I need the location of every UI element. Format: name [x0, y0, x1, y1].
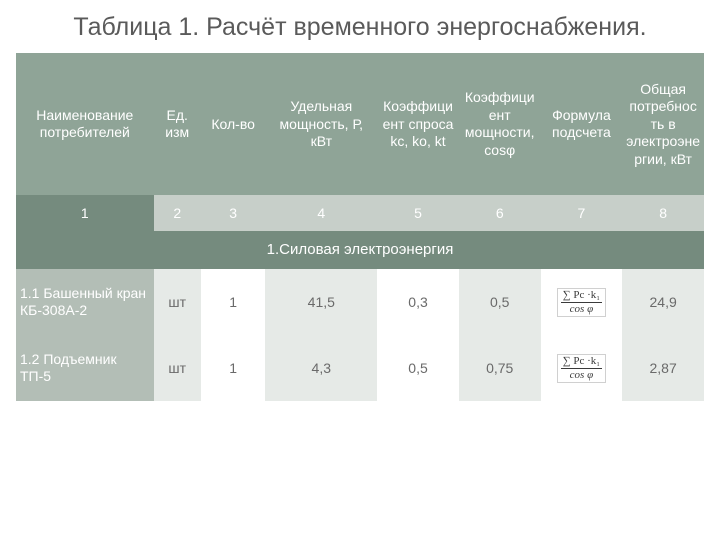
table-header-row: Наименование потребителейЕд. измКол-воУд…	[16, 53, 704, 195]
column-number: 1	[16, 195, 154, 231]
formula-icon: ∑ Pc ·k₁cos φ	[557, 354, 606, 383]
cell-unit: шт	[154, 335, 201, 401]
cell-qty: 1	[201, 269, 266, 335]
column-number: 3	[201, 195, 266, 231]
column-number: 5	[377, 195, 459, 231]
table-row: 1.1 Башенный кран КБ-308А-2шт141,50,30,5…	[16, 269, 704, 335]
cell-p: 41,5	[265, 269, 377, 335]
cell-qty: 1	[201, 335, 266, 401]
column-header: Кол-во	[201, 53, 266, 195]
table-title: Таблица 1. Расчёт временного энергоснабж…	[16, 12, 704, 43]
column-header: Коэффициент спроса kc, ko, kt	[377, 53, 459, 195]
cell-name: 1.2 Подъемник ТП-5	[16, 335, 154, 401]
energy-table: Наименование потребителейЕд. измКол-воУд…	[16, 53, 704, 401]
cell-formula: ∑ Pc ·k₁cos φ	[541, 269, 623, 335]
column-header: Формула подсчета	[541, 53, 623, 195]
cell-formula: ∑ Pc ·k₁cos φ	[541, 335, 623, 401]
cell-k: 0,3	[377, 269, 459, 335]
formula-icon: ∑ Pc ·k₁cos φ	[557, 288, 606, 317]
cell-total: 2,87	[622, 335, 704, 401]
column-header: Ед. изм	[154, 53, 201, 195]
column-header: Удельная мощность, Р, кВт	[265, 53, 377, 195]
column-number-row: 12345678	[16, 195, 704, 231]
column-number: 8	[622, 195, 704, 231]
cell-total: 24,9	[622, 269, 704, 335]
column-header: Наименование потребителей	[16, 53, 154, 195]
cell-name: 1.1 Башенный кран КБ-308А-2	[16, 269, 154, 335]
cell-k: 0,5	[377, 335, 459, 401]
section-row: 1.Силовая электроэнергия	[16, 231, 704, 269]
column-number: 6	[459, 195, 541, 231]
column-number: 7	[541, 195, 623, 231]
column-number: 4	[265, 195, 377, 231]
cell-cos: 0,5	[459, 269, 541, 335]
column-header: Коэффициент мощности, cosφ	[459, 53, 541, 195]
section-title: 1.Силовая электроэнергия	[16, 231, 704, 269]
page: Таблица 1. Расчёт временного энергоснабж…	[0, 0, 720, 540]
cell-unit: шт	[154, 269, 201, 335]
cell-p: 4,3	[265, 335, 377, 401]
table-row: 1.2 Подъемник ТП-5шт14,30,50,75 ∑ Pc ·k₁c…	[16, 335, 704, 401]
column-header: Общая потребность в электроэнергии, кВт	[622, 53, 704, 195]
column-number: 2	[154, 195, 201, 231]
cell-cos: 0,75	[459, 335, 541, 401]
